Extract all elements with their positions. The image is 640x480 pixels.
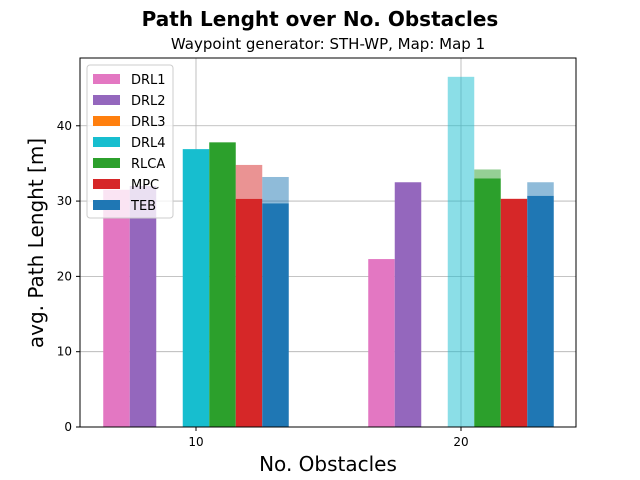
bar bbox=[129, 186, 157, 427]
y-tick-label: 40 bbox=[57, 119, 72, 133]
legend-swatch bbox=[93, 95, 120, 105]
bar-upper bbox=[235, 164, 263, 199]
bar bbox=[527, 195, 554, 427]
y-tick-label: 20 bbox=[57, 269, 72, 283]
bars bbox=[103, 76, 554, 428]
bar bbox=[235, 198, 263, 427]
legend-swatch bbox=[93, 74, 120, 84]
legend-label: DRL1 bbox=[131, 73, 166, 88]
legend-swatch bbox=[93, 158, 120, 168]
bar bbox=[209, 142, 236, 428]
legend-label: DRL4 bbox=[131, 136, 166, 151]
legend-swatch bbox=[93, 179, 120, 189]
bar bbox=[182, 149, 210, 427]
legend-label: DRL3 bbox=[131, 115, 166, 130]
legend: DRL1 DRL2 DRL3 DRL4 RLCA MPC TEB bbox=[86, 64, 174, 219]
chart-title: Path Lenght over No. Obstacles bbox=[142, 7, 499, 31]
bar-upper bbox=[262, 176, 289, 204]
x-axis-label: No. Obstacles bbox=[259, 452, 397, 476]
legend-label: RLCA bbox=[131, 157, 165, 172]
bar-upper bbox=[447, 76, 475, 427]
legend-label: MPC bbox=[131, 178, 159, 193]
legend-label: TEB bbox=[130, 199, 156, 214]
ticks: 0 10 20 30 40 10 20 bbox=[57, 119, 469, 449]
bar bbox=[368, 259, 395, 427]
bar-upper bbox=[527, 182, 554, 196]
y-tick-label: 10 bbox=[57, 345, 72, 359]
bar bbox=[262, 203, 289, 427]
bar bbox=[394, 182, 422, 427]
legend-swatch bbox=[93, 200, 120, 210]
bar bbox=[474, 178, 501, 427]
legend-swatch bbox=[93, 116, 120, 126]
x-tick-label: 10 bbox=[188, 435, 203, 449]
legend-swatch bbox=[93, 137, 120, 147]
bar-upper bbox=[474, 169, 501, 179]
legend-label: DRL2 bbox=[131, 94, 166, 109]
plot-frame bbox=[79, 57, 577, 428]
x-tick-label: 20 bbox=[453, 435, 468, 449]
y-tick-label: 0 bbox=[64, 420, 72, 434]
chart-subtitle: Waypoint generator: STH-WP, Map: Map 1 bbox=[171, 35, 485, 53]
bar bbox=[500, 198, 528, 427]
y-tick-label: 30 bbox=[57, 194, 72, 208]
y-axis-label: avg. Path Lenght [m] bbox=[24, 138, 48, 348]
bar bbox=[103, 189, 130, 427]
